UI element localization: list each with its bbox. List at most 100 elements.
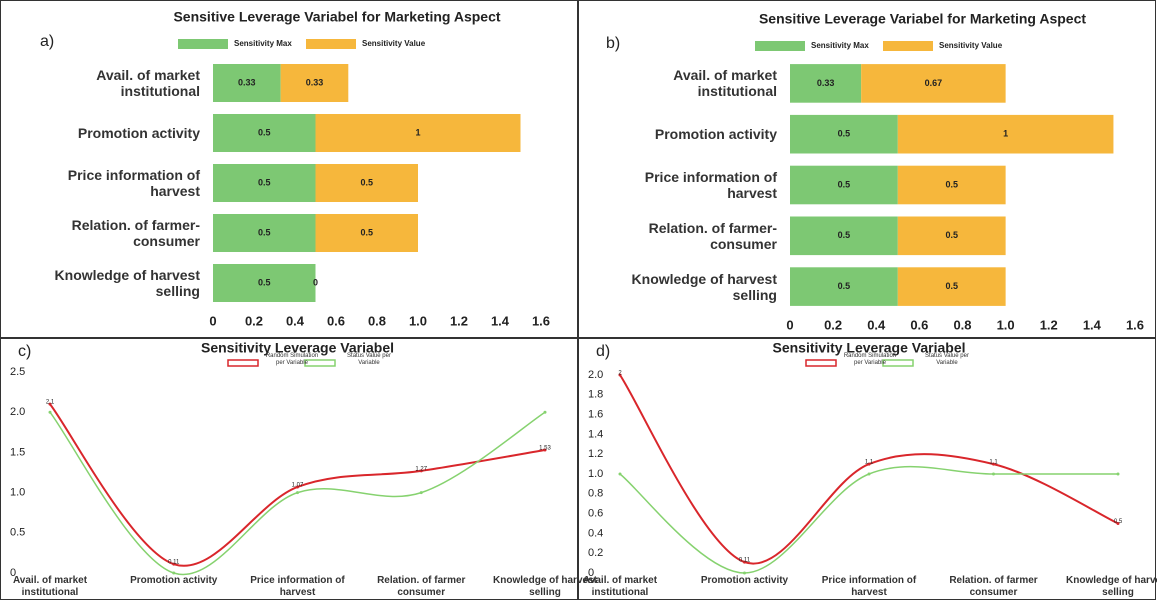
legend-swatch (882, 359, 914, 367)
panel-frame (578, 0, 1156, 338)
legend-swatch (883, 41, 933, 51)
data-label: 0.5 (945, 230, 958, 240)
y-tick-label: 2.0 (588, 369, 603, 381)
series-line (619, 465, 1118, 574)
data-point (1116, 522, 1120, 525)
bar-segment (213, 264, 316, 302)
data-label: 0.5 (360, 177, 373, 187)
x-tick-label: 1.4 (491, 313, 510, 328)
data-label: 2.1 (46, 400, 55, 406)
x-tick-label: 1.0 (997, 317, 1015, 332)
y-tick-label: 1.0 (588, 468, 603, 480)
data-point (618, 373, 622, 377)
data-label: 0.33 (238, 77, 256, 87)
panel-frame (578, 338, 1156, 600)
y-tick-label: 0 (588, 567, 594, 579)
data-label: 0.5 (838, 179, 851, 189)
x-tick-label: 0.6 (910, 317, 928, 332)
data-label: 1 (415, 127, 420, 137)
data-point (992, 462, 995, 466)
bar-segment (213, 64, 281, 102)
y-tick-label: 0.6 (588, 508, 603, 520)
data-point (743, 571, 746, 575)
data-label: 0.5 (945, 281, 958, 291)
legend-label: Sensitivity Max (234, 39, 292, 48)
bar-segment (897, 267, 1006, 306)
x-tick-label: Price information of harvest (250, 575, 345, 598)
legend-swatch (178, 39, 228, 49)
data-label: 0.5 (258, 177, 271, 187)
data-label: 0 (313, 277, 318, 287)
x-tick-label: 1.2 (1040, 317, 1058, 332)
series-line (619, 374, 1119, 565)
legend-swatch (306, 39, 356, 49)
data-point (618, 472, 622, 476)
bar-segment (280, 64, 349, 102)
data-point (172, 571, 176, 575)
data-point (992, 472, 995, 476)
x-tick-label: 0.4 (286, 313, 305, 328)
data-label: 1.53 (539, 446, 551, 452)
x-tick-label: Avail. of market institutional (582, 575, 658, 598)
data-point (296, 485, 299, 489)
y-tick-label: 2.5 (10, 366, 25, 378)
y-tick-label: 0.8 (588, 488, 603, 500)
x-tick-label: Avail. of market institutional (12, 575, 88, 598)
data-label: 0.33 (817, 78, 835, 88)
data-label: 0.5 (1114, 519, 1123, 525)
data-point (743, 560, 746, 564)
chart-title: Sensitive Leverage Variabel for Marketin… (173, 9, 500, 25)
y-tick-label: 0.5 (10, 527, 25, 539)
data-point (296, 491, 299, 495)
data-label: 0.5 (838, 230, 851, 240)
data-label: 1.1 (865, 460, 874, 466)
legend-swatch (304, 359, 336, 367)
legend-label: Status Value per Variable (925, 353, 969, 366)
chart-title: Sensitive Leverage Variabel for Marketin… (759, 11, 1086, 27)
y-tick-label: Avail. of market institutional (673, 67, 777, 100)
chart-title: Sensitivity Leverage Variabel (201, 340, 394, 356)
data-label: 1 (1003, 129, 1008, 139)
data-label: 2 (618, 371, 622, 377)
data-point (543, 448, 547, 452)
bar-segment (213, 164, 316, 202)
bar-segment (790, 114, 898, 154)
data-point (419, 491, 423, 495)
panel-frame (0, 0, 578, 338)
y-tick-label: 1.5 (10, 446, 25, 458)
data-label: 0.33 (306, 77, 324, 87)
y-tick-label: Price information of harvest (644, 168, 777, 201)
x-tick-label: 1.4 (1083, 317, 1102, 332)
data-point (48, 402, 52, 406)
legend-swatch (805, 359, 837, 367)
bar-segment (213, 114, 316, 152)
legend-label: Random Simulation per Variable (265, 353, 319, 366)
data-label: 1.27 (415, 466, 427, 472)
y-tick-label: Avail. of market institutional (96, 66, 200, 99)
bar-segment (790, 165, 898, 205)
data-label: 1.07 (292, 483, 304, 489)
legend-label: Sensitivity Value (939, 41, 1003, 50)
y-tick-label: Knowledge of harvest selling (631, 270, 777, 303)
data-point (867, 472, 871, 476)
data-label: 0.5 (258, 277, 271, 287)
panel-label: c) (18, 343, 31, 360)
series-line (49, 411, 546, 576)
bar-segment (790, 267, 898, 306)
x-tick-label: 0.8 (368, 313, 386, 328)
data-label: 0.5 (360, 227, 373, 237)
bar-segment (315, 164, 418, 202)
data-point (419, 469, 423, 473)
bar-segment (315, 214, 418, 252)
data-label: 0.5 (838, 281, 851, 291)
data-label: 0.11 (168, 560, 180, 566)
y-tick-label: Relation. of farmer-consumer (648, 219, 777, 252)
x-tick-label: 0.2 (824, 317, 842, 332)
x-tick-label: 1.0 (409, 313, 427, 328)
y-tick-label: 0.2 (588, 547, 603, 559)
x-tick-label: Relation. of farmer consumer (377, 575, 466, 598)
y-tick-label: 1.2 (588, 448, 603, 460)
y-tick-label: Promotion activity (654, 126, 777, 143)
x-tick-label: Promotion activity (130, 575, 218, 586)
x-tick-label: 0 (786, 317, 793, 332)
